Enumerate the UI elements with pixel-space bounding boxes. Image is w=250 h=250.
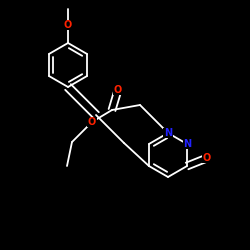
Text: N: N bbox=[183, 139, 191, 149]
Text: O: O bbox=[64, 20, 72, 30]
Text: N: N bbox=[164, 128, 172, 138]
Text: O: O bbox=[203, 153, 211, 163]
Text: O: O bbox=[114, 85, 122, 95]
Text: O: O bbox=[88, 117, 96, 127]
